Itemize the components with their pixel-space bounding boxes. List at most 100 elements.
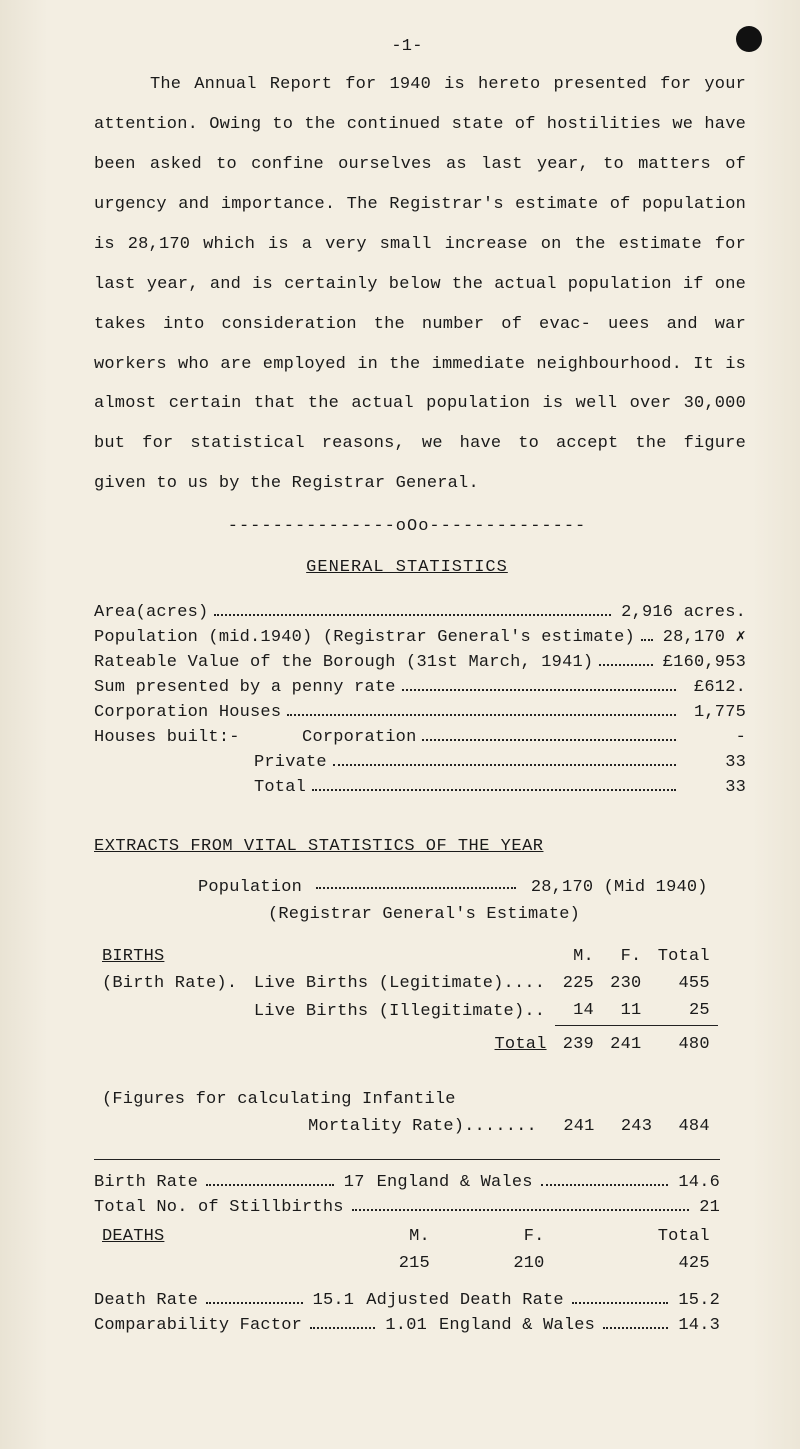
- leader-dots: [352, 1199, 690, 1211]
- col-header-m: M.: [555, 944, 602, 971]
- general-statistics-heading: GENERAL STATISTICS: [68, 557, 746, 580]
- stat-label: Rateable Value of the Borough (31st Marc…: [94, 652, 593, 675]
- leader-dots: [333, 754, 676, 766]
- stat-value: 33: [682, 777, 746, 800]
- extracts-heading: EXTRACTS FROM VITAL STATISTICS OF THE YE…: [94, 836, 746, 859]
- houses-built-row: Houses built:- Corporation -: [94, 727, 746, 750]
- row-label: Live Births (Illegitimate)..: [246, 998, 555, 1025]
- stat-label: Private: [254, 752, 327, 775]
- table-total-row: Total 239 241 480: [94, 1026, 718, 1059]
- table-row: Live Births (Illegitimate).. 14 11 25: [94, 998, 718, 1025]
- empty-cell: [545, 1087, 603, 1114]
- stat-label: Area(acres): [94, 602, 208, 625]
- deaths-table: DEATHS M. F. Total 215 210 425: [94, 1224, 718, 1278]
- leader-dots: [599, 654, 653, 666]
- leader-dots: [402, 679, 676, 691]
- cell-m: 239: [555, 1026, 602, 1059]
- stillbirths-line: Total No. of Stillbirths 21: [94, 1197, 720, 1220]
- stat-value: £612.: [682, 677, 746, 700]
- intro-paragraph: The Annual Report for 1940 is hereto pre…: [94, 65, 746, 504]
- birth-rate-line: Birth Rate 17 England & Wales 14.6: [94, 1172, 720, 1195]
- table-row: Mortality Rate)....... 241 243 484: [94, 1114, 718, 1141]
- table-row: (Figures for calculating Infantile: [94, 1087, 718, 1114]
- empty-cell: [94, 1026, 246, 1059]
- population-label: Population: [198, 878, 302, 897]
- cell-m: 225: [555, 971, 602, 998]
- empty-cell: [94, 1114, 122, 1141]
- stat-label: Corporation Houses: [94, 702, 281, 725]
- leader-dots: [603, 1317, 668, 1329]
- cell-m: 215: [323, 1251, 438, 1278]
- england-wales-value: 14.6: [676, 1172, 720, 1195]
- leader-dots: [541, 1174, 669, 1186]
- leader-dots: [312, 779, 676, 791]
- row-label: Live Births (Legitimate)....: [246, 971, 555, 998]
- stillbirths-label: Total No. of Stillbirths: [94, 1197, 344, 1220]
- general-statistics-block: Area(acres) 2,916 acres. Population (mid…: [68, 602, 746, 800]
- empty-cell: [660, 1087, 718, 1114]
- cell-t: 455: [649, 971, 717, 998]
- cell-t: 480: [649, 1026, 717, 1059]
- birth-rate-label: Birth Rate: [94, 1172, 198, 1195]
- stillbirths-value: 21: [697, 1197, 720, 1220]
- page: -1- The Annual Report for 1940 is hereto…: [0, 0, 800, 1449]
- comparability-line: Comparability Factor 1.01 England & Wale…: [94, 1315, 720, 1338]
- leader-dots: [572, 1292, 669, 1304]
- births-section-label: BIRTHS: [94, 944, 246, 971]
- adjusted-death-rate-label: Adjusted Death Rate: [366, 1290, 564, 1313]
- death-rate-label: Death Rate: [94, 1290, 198, 1313]
- cell-f: 241: [602, 1026, 649, 1059]
- leader-dots: [206, 1292, 303, 1304]
- page-number: -1-: [68, 36, 746, 59]
- houses-built-group: Houses built:- Corporation - Private 33 …: [68, 727, 746, 800]
- stat-line-corphouses: Corporation Houses 1,775: [94, 702, 746, 725]
- row-prefix: (Birth Rate).: [94, 971, 246, 998]
- comparability-label: Comparability Factor: [94, 1315, 302, 1338]
- table-row: 215 210 425: [94, 1251, 718, 1278]
- cell-f: 11: [602, 998, 649, 1025]
- stat-line-pennyrate: Sum presented by a penny rate £612.: [94, 677, 746, 700]
- separator: ---------------oOo--------------: [68, 516, 746, 539]
- leader-dots: [310, 1317, 375, 1329]
- stat-value: £160,953: [659, 652, 746, 675]
- death-rate-line: Death Rate 15.1 Adjusted Death Rate 15.2: [94, 1290, 720, 1313]
- population-subnote: (Registrar General's Estimate): [268, 904, 746, 927]
- col-header-m: M.: [323, 1224, 438, 1251]
- adjusted-death-rate-value: 15.2: [676, 1290, 720, 1313]
- black-dot-icon: [736, 26, 762, 52]
- infantile-label: (Figures for calculating Infantile: [94, 1087, 545, 1114]
- leader-dots: [641, 629, 653, 641]
- table-header-row: DEATHS M. F. Total: [94, 1224, 718, 1251]
- death-rate-value: 15.1: [311, 1290, 355, 1313]
- stat-label: Population (mid.1940) (Registrar General…: [94, 627, 635, 650]
- population-value: 28,170 (Mid 1940): [531, 878, 708, 897]
- empty-cell: [284, 1224, 323, 1251]
- empty-cell: [284, 1251, 323, 1278]
- stat-label: Houses built:- Corporation: [94, 727, 416, 750]
- infantile-sublabel: Mortality Rate).......: [122, 1114, 545, 1141]
- birth-rate-value: 17: [342, 1172, 365, 1195]
- houses-built-row: Total 33: [254, 777, 746, 800]
- england-wales-label: England & Wales: [377, 1172, 533, 1195]
- cell-t: 25: [649, 998, 717, 1025]
- cell-m: 14: [555, 998, 602, 1025]
- houses-built-label: Houses built:-: [94, 728, 240, 747]
- cell-m: 241: [545, 1114, 603, 1141]
- population-line: Population 28,170 (Mid 1940): [198, 877, 746, 900]
- col-header-total: Total: [649, 944, 717, 971]
- empty-cell: [94, 998, 246, 1025]
- col-header-total: Total: [553, 1224, 718, 1251]
- stat-line-rateable: Rateable Value of the Borough (31st Marc…: [94, 652, 746, 675]
- houses-built-sublabel: Corporation: [302, 728, 416, 747]
- table-header-row: BIRTHS M. F. Total: [94, 944, 718, 971]
- stat-label: Total: [254, 777, 306, 800]
- leader-dots: [214, 604, 611, 616]
- leader-dots: [422, 729, 676, 741]
- rule-line: [94, 1159, 720, 1160]
- table-row: (Birth Rate). Live Births (Legitimate)..…: [94, 971, 718, 998]
- col-header-f: F.: [602, 944, 649, 971]
- leader-dots: [287, 704, 676, 716]
- cell-f: 210: [438, 1251, 553, 1278]
- total-label: Total: [246, 1026, 555, 1059]
- stat-value: 28,170 ✗: [659, 627, 746, 650]
